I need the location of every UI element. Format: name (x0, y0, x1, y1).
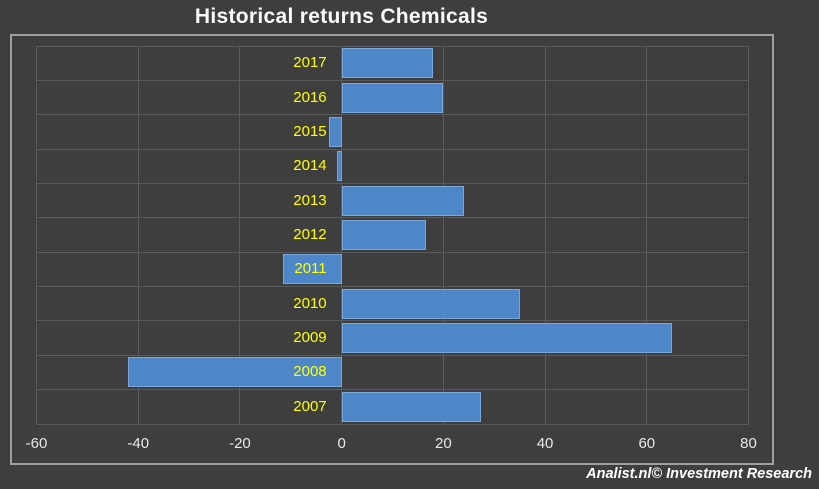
bar-2013 (341, 185, 464, 216)
x-axis-tick-label: 0 (337, 435, 346, 452)
vertical-gridline (442, 46, 444, 424)
horizontal-gridline (36, 320, 749, 322)
category-label-2013: 2013 (293, 191, 327, 209)
horizontal-gridline (36, 251, 749, 253)
horizontal-gridline (36, 45, 749, 47)
category-label-2008: 2008 (293, 363, 327, 381)
x-axis-tick-label: 40 (536, 435, 554, 452)
horizontal-gridline (36, 286, 749, 288)
horizontal-gridline (36, 114, 749, 116)
horizontal-gridline (36, 217, 749, 219)
bar-2017 (341, 48, 434, 79)
bar-2016 (341, 82, 444, 113)
bar-2009 (341, 323, 673, 354)
bar-2012 (341, 220, 426, 250)
vertical-gridline (36, 46, 37, 424)
category-label-2012: 2012 (293, 226, 327, 243)
vertical-gridline (239, 46, 241, 424)
bar-2014 (336, 151, 342, 182)
category-label-2010: 2010 (293, 294, 327, 312)
x-axis-tick-label: 80 (740, 435, 757, 452)
horizontal-gridline (36, 79, 749, 81)
x-axis-tick-label: -40 (127, 435, 150, 452)
bar-2010 (341, 288, 520, 319)
vertical-gridline (646, 46, 648, 424)
category-label-2014: 2014 (293, 157, 327, 175)
category-label-2015: 2015 (293, 122, 327, 140)
x-axis-tick-label: 60 (638, 435, 656, 452)
chart-title: Historical returns Chemicals (194, 5, 489, 28)
vertical-gridline (544, 46, 546, 424)
category-label-2017: 2017 (293, 54, 327, 72)
chart-area-border (10, 34, 774, 465)
bar-2008 (128, 357, 342, 388)
horizontal-gridline (36, 182, 749, 184)
horizontal-gridline (36, 423, 749, 425)
horizontal-gridline (36, 148, 749, 150)
horizontal-gridline (36, 389, 749, 391)
category-label-2009: 2009 (293, 329, 327, 347)
x-axis-tick-label: -60 (25, 435, 48, 452)
bar-2015 (328, 116, 342, 147)
credit-text: Analist.nl© Investment Research (586, 466, 812, 482)
category-label-2007: 2007 (293, 397, 327, 415)
category-label-2011: 2011 (294, 260, 327, 278)
bar-2011 (283, 254, 342, 285)
horizontal-gridline (36, 354, 749, 356)
x-axis-tick-label: -20 (229, 435, 251, 452)
x-axis-tick-label: 20 (435, 435, 452, 452)
vertical-gridline (137, 46, 139, 424)
vertical-gridline (748, 46, 749, 424)
category-label-2016: 2016 (293, 88, 327, 106)
bar-2007 (341, 391, 482, 422)
